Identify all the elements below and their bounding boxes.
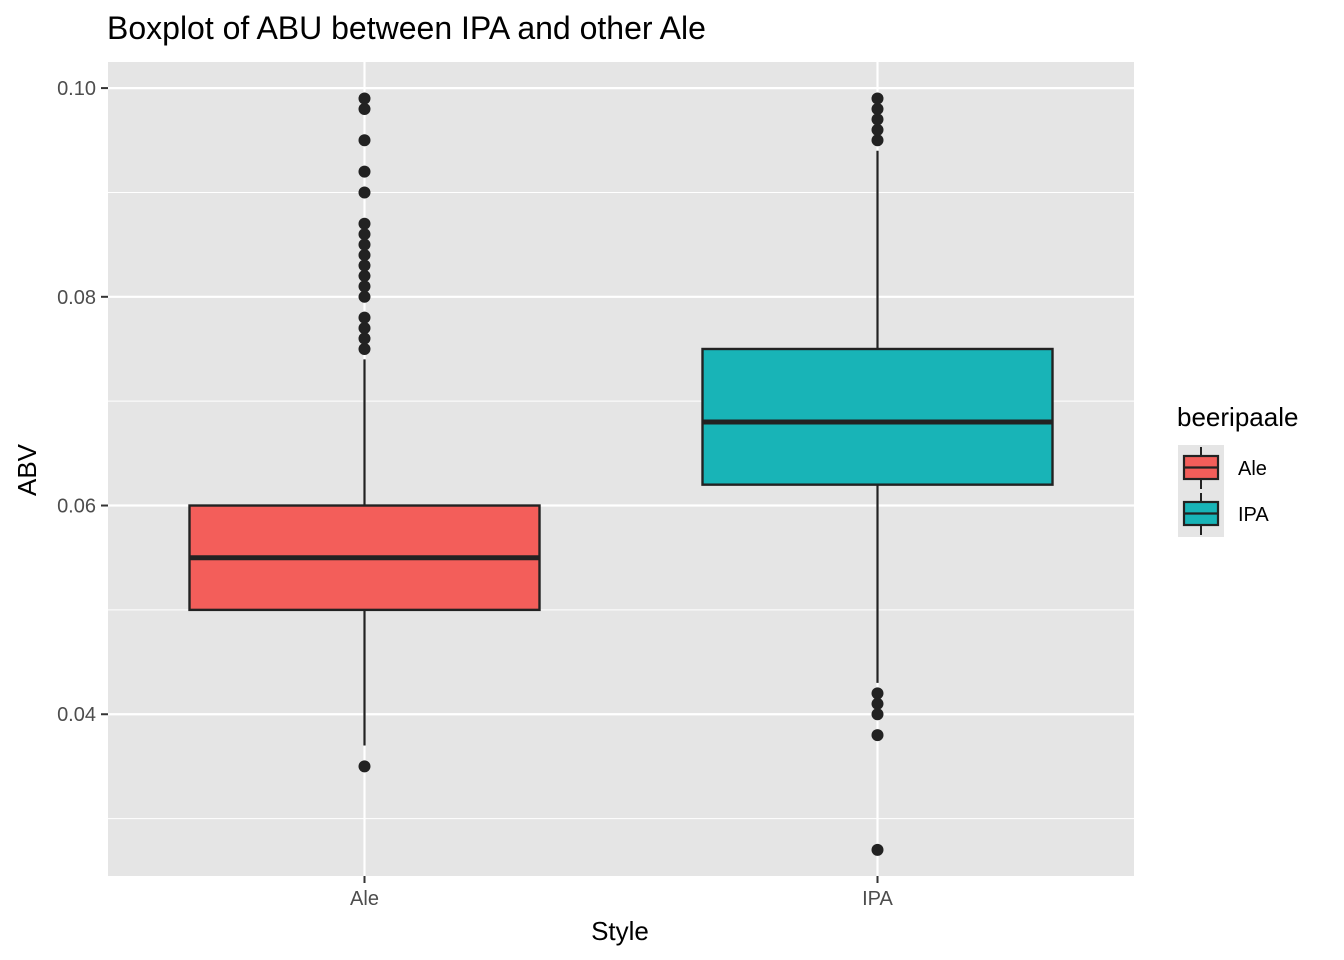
y-axis-title: ABV: [12, 443, 42, 496]
y-axis: 0.04 0.06 0.08 0.10: [57, 78, 108, 726]
outlier-point: [358, 249, 371, 262]
chart-title: Boxplot of ABU between IPA and other Ale: [107, 10, 706, 46]
x-axis: Ale IPA: [350, 876, 894, 910]
outlier-point: [358, 217, 371, 230]
outlier-point: [871, 708, 884, 721]
legend-item-ipa: IPA: [1178, 491, 1269, 537]
box-body: [701, 347, 1054, 486]
outlier-point: [358, 228, 371, 241]
legend-title: beeripaale: [1177, 402, 1298, 432]
outlier-point: [358, 342, 371, 355]
outlier-point: [871, 687, 884, 700]
outlier-point: [871, 92, 884, 105]
legend-label: IPA: [1238, 504, 1269, 526]
y-tick-label: 0.08: [57, 287, 96, 309]
y-tick-label: 0.04: [57, 704, 96, 726]
outlier-point: [871, 843, 884, 856]
outlier-point: [358, 332, 371, 345]
outlier-point: [358, 102, 371, 115]
outlier-point: [358, 280, 371, 293]
outlier-point: [358, 259, 371, 272]
boxes-layer: [188, 92, 1054, 856]
legend-label: Ale: [1238, 458, 1267, 480]
y-tick-label: 0.10: [57, 78, 96, 100]
outlier-point: [358, 269, 371, 282]
outlier-point: [358, 760, 371, 773]
outlier-point: [358, 290, 371, 303]
outlier-point: [358, 186, 371, 199]
outlier-point: [358, 322, 371, 335]
legend-item-ale: Ale: [1178, 445, 1267, 491]
outlier-point: [871, 123, 884, 136]
outlier-point: [358, 92, 371, 105]
outlier-point: [358, 134, 371, 147]
outlier-point: [871, 729, 884, 742]
outlier-point: [871, 134, 884, 147]
x-tick-label: Ale: [350, 888, 379, 910]
outlier-point: [358, 238, 371, 251]
outlier-point: [358, 311, 371, 324]
box-ale: [188, 92, 541, 773]
y-tick-label: 0.06: [57, 496, 96, 518]
outlier-point: [358, 165, 371, 178]
outlier-point: [871, 102, 884, 115]
outlier-point: [871, 113, 884, 126]
x-tick-label: IPA: [862, 888, 893, 910]
legend: beeripaale Ale IPA: [1177, 402, 1298, 537]
x-axis-title: Style: [591, 916, 649, 946]
outlier-point: [871, 697, 884, 710]
box-ipa: [701, 92, 1054, 856]
